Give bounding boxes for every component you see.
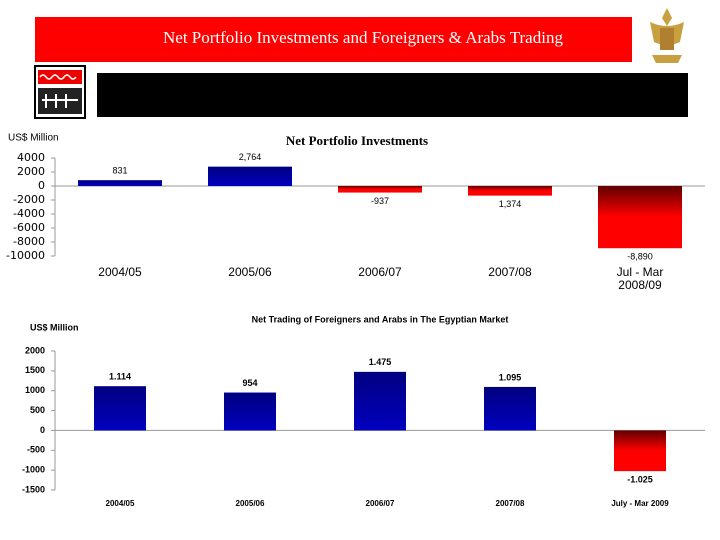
y-tick-label: -2000 — [13, 193, 45, 206]
x-tick-label: 2007/08 — [495, 499, 525, 508]
bar — [94, 386, 146, 431]
value-label: 954 — [242, 378, 257, 388]
chart-title: Net Trading of Foreigners and Arabs in T… — [252, 314, 509, 324]
emblem — [650, 8, 684, 63]
y-tick-label: -500 — [27, 445, 45, 455]
y-axis-label: US$ Million — [30, 322, 79, 332]
black-band — [97, 73, 688, 117]
x-tick-label: 2004/05 — [105, 499, 135, 508]
slide-title: Net Portfolio Investments and Foreigners… — [163, 28, 563, 47]
value-label: 831 — [112, 166, 127, 176]
y-tick-label: 500 — [30, 405, 45, 415]
y-tick-label: 1000 — [25, 385, 45, 395]
x-tick-label: 2004/05 — [98, 265, 142, 279]
bar — [614, 430, 666, 472]
value-label: 1.114 — [109, 372, 131, 382]
bar — [484, 386, 536, 431]
y-tick-label: -8000 — [13, 235, 45, 248]
bar — [224, 392, 276, 431]
x-tick-label: Jul - Mar 2008/09 — [616, 265, 664, 293]
bar — [78, 180, 162, 186]
y-axis-label: US$ Million — [8, 133, 59, 144]
value-label: 1.475 — [369, 357, 392, 367]
x-tick-label: 2006/07 — [365, 499, 395, 508]
value-label: 1,374 — [499, 199, 522, 209]
value-label: -1.025 — [627, 475, 653, 485]
y-tick-label: -1500 — [22, 484, 45, 494]
y-tick-label: 0 — [38, 179, 45, 192]
x-tick-label: 2006/07 — [358, 265, 402, 279]
bar — [598, 186, 682, 249]
y-tick-label: 2000 — [25, 345, 45, 355]
y-tick-label: 0 — [40, 425, 45, 435]
y-tick-label: 4000 — [17, 151, 45, 164]
y-tick-label: -10000 — [6, 249, 45, 262]
chart-1: Net Portfolio Investments US$ Million 4000… — [6, 133, 705, 262]
y-tick-label: 1500 — [25, 365, 45, 375]
chart-title: Net Portfolio Investments — [286, 133, 428, 148]
bar — [208, 166, 292, 186]
y-tick-label: -6000 — [13, 221, 45, 234]
value-label: 2,764 — [239, 152, 262, 162]
y-tick-label: -4000 — [13, 207, 45, 220]
value-label: -8,890 — [627, 252, 653, 262]
chart-2: Net Trading of Foreigners and Arabs in T… — [22, 314, 705, 494]
bar — [338, 186, 422, 193]
x-tick-label: 2007/08 — [488, 265, 532, 279]
x-tick-label: 2005/06 — [228, 265, 272, 279]
x-tick-label: July - Mar 2009 — [611, 499, 669, 508]
value-label: 1.095 — [499, 372, 522, 382]
x-tick-label: 2005/06 — [235, 499, 265, 508]
title-bar — [35, 17, 632, 62]
value-label: -937 — [371, 196, 389, 206]
y-tick-label: 2000 — [17, 165, 45, 178]
logo — [34, 65, 86, 119]
bar — [354, 371, 406, 431]
y-tick-label: -1000 — [22, 465, 45, 475]
bar — [468, 186, 552, 196]
